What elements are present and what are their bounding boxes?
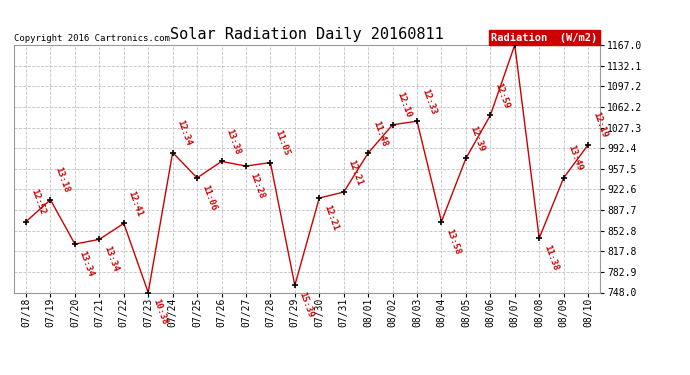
- Text: 12:34: 12:34: [175, 118, 193, 147]
- Title: Solar Radiation Daily 20160811: Solar Radiation Daily 20160811: [170, 27, 444, 42]
- Text: 13:58: 13:58: [444, 227, 462, 255]
- Text: 12:33: 12:33: [420, 87, 437, 116]
- Text: 12:21: 12:21: [322, 204, 339, 232]
- Text: 13:34: 13:34: [78, 250, 95, 278]
- Text: 10:38: 10:38: [151, 298, 168, 326]
- Text: 15:39: 15:39: [297, 291, 315, 319]
- Text: Radiation  (W/m2): Radiation (W/m2): [491, 33, 598, 42]
- Text: 12:21: 12:21: [346, 158, 364, 186]
- Text: 13:18: 13:18: [53, 166, 71, 194]
- Text: 12:28: 12:28: [248, 172, 266, 200]
- Text: 12:19: 12:19: [591, 111, 609, 139]
- Text: 11:06: 11:06: [200, 183, 217, 212]
- Text: 11:48: 11:48: [371, 119, 388, 147]
- Text: 11:38: 11:38: [542, 244, 560, 272]
- Text: 12:10: 12:10: [395, 91, 413, 119]
- Text: 13:49: 13:49: [566, 144, 584, 172]
- Text: 13:34: 13:34: [102, 245, 120, 273]
- Text: Copyright 2016 Cartronics.com: Copyright 2016 Cartronics.com: [14, 34, 170, 43]
- Text: 12:59: 12:59: [493, 81, 511, 110]
- Text: 12:41: 12:41: [126, 189, 144, 218]
- Text: 11:05: 11:05: [273, 129, 290, 157]
- Text: 12:52: 12:52: [29, 188, 46, 216]
- Text: 13:38: 13:38: [224, 128, 242, 156]
- Text: 12:39: 12:39: [469, 124, 486, 153]
